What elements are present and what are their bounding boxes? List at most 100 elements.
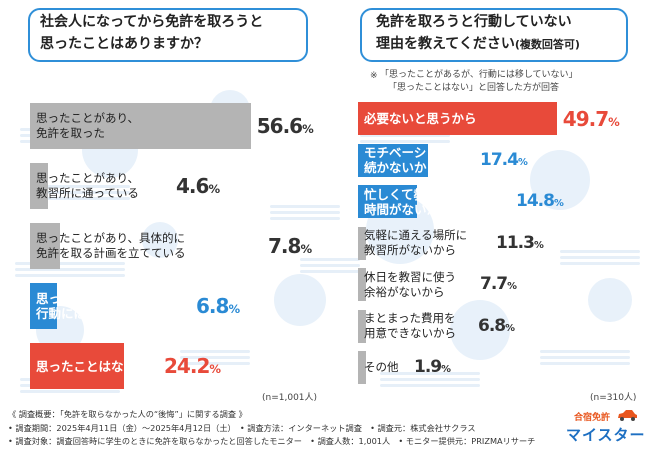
bg-stripe bbox=[360, 134, 450, 137]
bg-stripe bbox=[15, 274, 125, 277]
right-label: まとまった費用を 用意できないから bbox=[364, 311, 456, 341]
right-sample-size: (n=310人) bbox=[590, 393, 637, 403]
bg-stripe bbox=[380, 378, 480, 381]
right-label-line: 忙しくて教習所に通う bbox=[364, 186, 489, 202]
right-value: 6.8% bbox=[478, 316, 515, 336]
right-label-line: 休日を教習に使う bbox=[364, 269, 456, 284]
left-value: 4.6% bbox=[176, 174, 220, 198]
value-percent: % bbox=[533, 239, 544, 251]
left-label-line: 免許を取る計画を立てている bbox=[36, 246, 186, 260]
left-sample-size: (n=1,001人) bbox=[262, 393, 318, 403]
right-value: 14.8% bbox=[516, 191, 564, 211]
right-bar bbox=[358, 351, 366, 384]
value-int: 4 bbox=[176, 174, 190, 198]
right-question-suffix: (複数回答可) bbox=[514, 38, 580, 51]
bg-stripe bbox=[40, 197, 130, 200]
left-label-line: 免許を取った bbox=[36, 126, 105, 140]
value-percent: % bbox=[517, 156, 528, 168]
right-question-main: 理由を教えてください bbox=[376, 36, 515, 52]
right-label-line: 教習所がないから bbox=[364, 243, 456, 257]
left-value: 6.8% bbox=[196, 294, 240, 318]
value-decimal: .6 bbox=[188, 174, 209, 198]
right-question-line-1: 免許を取ろうと行動していない bbox=[376, 14, 572, 30]
bg-stripe bbox=[180, 356, 250, 359]
right-bar bbox=[358, 309, 366, 343]
left-label-line: 思ったことがあり、 bbox=[36, 171, 140, 185]
value-int: 49 bbox=[562, 106, 590, 131]
left-bar bbox=[30, 223, 61, 269]
right-bar bbox=[358, 185, 418, 218]
footer-line-3: • 調査対象：調査回答時に学生のときに免許を取らなかったと回答したモニター • … bbox=[8, 436, 536, 446]
bg-stripe bbox=[40, 191, 130, 194]
right-label-line: 続かないから bbox=[364, 160, 440, 175]
right-label-line: 用意できないから bbox=[364, 326, 456, 340]
bg-stripe bbox=[270, 211, 340, 214]
right-value: 1.9% bbox=[414, 357, 451, 377]
value-percent: % bbox=[300, 242, 313, 256]
left-value: 7.8% bbox=[268, 234, 312, 258]
left-bar bbox=[30, 343, 125, 389]
right-value: 17.4% bbox=[480, 150, 528, 170]
bg-stripe bbox=[40, 185, 130, 188]
right-bar bbox=[358, 143, 428, 177]
right-label-line: 余裕がないから bbox=[364, 284, 445, 299]
value-percent: % bbox=[441, 364, 452, 375]
left-label: 思ったことがあるが、 行動には移していない bbox=[36, 291, 161, 321]
right-label-line: その他 bbox=[364, 360, 399, 374]
value-int: 56 bbox=[256, 114, 284, 138]
right-label: モチベーションが 続かないから bbox=[364, 145, 464, 175]
bg-stripe bbox=[300, 264, 360, 267]
right-label: 忙しくて教習所に通う 時間がないから bbox=[364, 187, 489, 217]
value-decimal: .8 bbox=[537, 191, 555, 211]
value-int: 17 bbox=[480, 149, 503, 170]
right-label-line: 必要ないと思うから bbox=[364, 111, 477, 126]
car-icon bbox=[618, 410, 637, 421]
value-percent: % bbox=[208, 182, 221, 196]
right-value: 49.7% bbox=[563, 107, 620, 131]
right-question-box bbox=[360, 8, 628, 62]
value-int: 24 bbox=[164, 354, 191, 378]
note-mark: ※ bbox=[370, 71, 378, 81]
left-label: 思ったことがあり、 免許を取った bbox=[36, 111, 139, 141]
value-decimal: .2 bbox=[189, 354, 210, 378]
left-label-line: 思ったことがあり、 bbox=[36, 111, 140, 125]
value-decimal: .9 bbox=[424, 357, 442, 377]
value-decimal: .7 bbox=[588, 106, 609, 131]
value-decimal: .7 bbox=[490, 274, 508, 294]
bg-stripe bbox=[380, 372, 480, 375]
footer-line-1: 《 調査概要：「免許を取らなかった人の“後悔”」に関する調査 》 bbox=[8, 409, 247, 419]
right-label: 休日を教習に使う 余裕がないから bbox=[364, 270, 456, 300]
left-label: 思ったことはない bbox=[36, 359, 136, 374]
bg-stripe bbox=[180, 350, 250, 353]
note-line-1: 「思ったことがあるが、行動には移していない」 bbox=[380, 70, 578, 80]
left-bar bbox=[30, 103, 251, 149]
bg-circle bbox=[450, 300, 510, 360]
value-decimal: .8 bbox=[208, 294, 229, 318]
bg-stripe bbox=[360, 140, 450, 143]
bg-stripe bbox=[15, 262, 125, 265]
bg-circle bbox=[142, 222, 178, 258]
value-decimal: .8 bbox=[488, 315, 506, 336]
right-bar bbox=[358, 102, 557, 135]
value-int: 14 bbox=[516, 191, 539, 211]
value-percent: % bbox=[302, 122, 314, 136]
bg-stripe bbox=[300, 258, 360, 261]
right-label-line: まとまった費用を bbox=[364, 311, 456, 325]
note-line-2: 「思ったことはない」と回答した方が回答 bbox=[388, 83, 560, 93]
left-question-line-2: 思ったことはありますか？ bbox=[40, 36, 208, 52]
right-bar bbox=[358, 226, 366, 260]
right-bar bbox=[358, 268, 366, 301]
value-percent: % bbox=[209, 362, 221, 376]
bg-stripe bbox=[380, 384, 480, 387]
right-value: 7.7% bbox=[480, 274, 517, 294]
logo-title: マイスター bbox=[566, 426, 646, 444]
bg-circle bbox=[274, 274, 326, 326]
left-value: 56.6% bbox=[257, 114, 314, 138]
bg-stripe bbox=[540, 350, 630, 353]
value-decimal: .3 bbox=[517, 232, 535, 253]
left-label-line: 思ったことはない bbox=[36, 358, 137, 374]
right-question-line-2: 理由を教えてください(複数回答可) bbox=[376, 34, 580, 55]
footer-line-2: • 調査期間：2025年4月11日（金）〜2025年4月12日（土） • 調査方… bbox=[8, 423, 476, 433]
right-label: その他 bbox=[364, 360, 399, 375]
